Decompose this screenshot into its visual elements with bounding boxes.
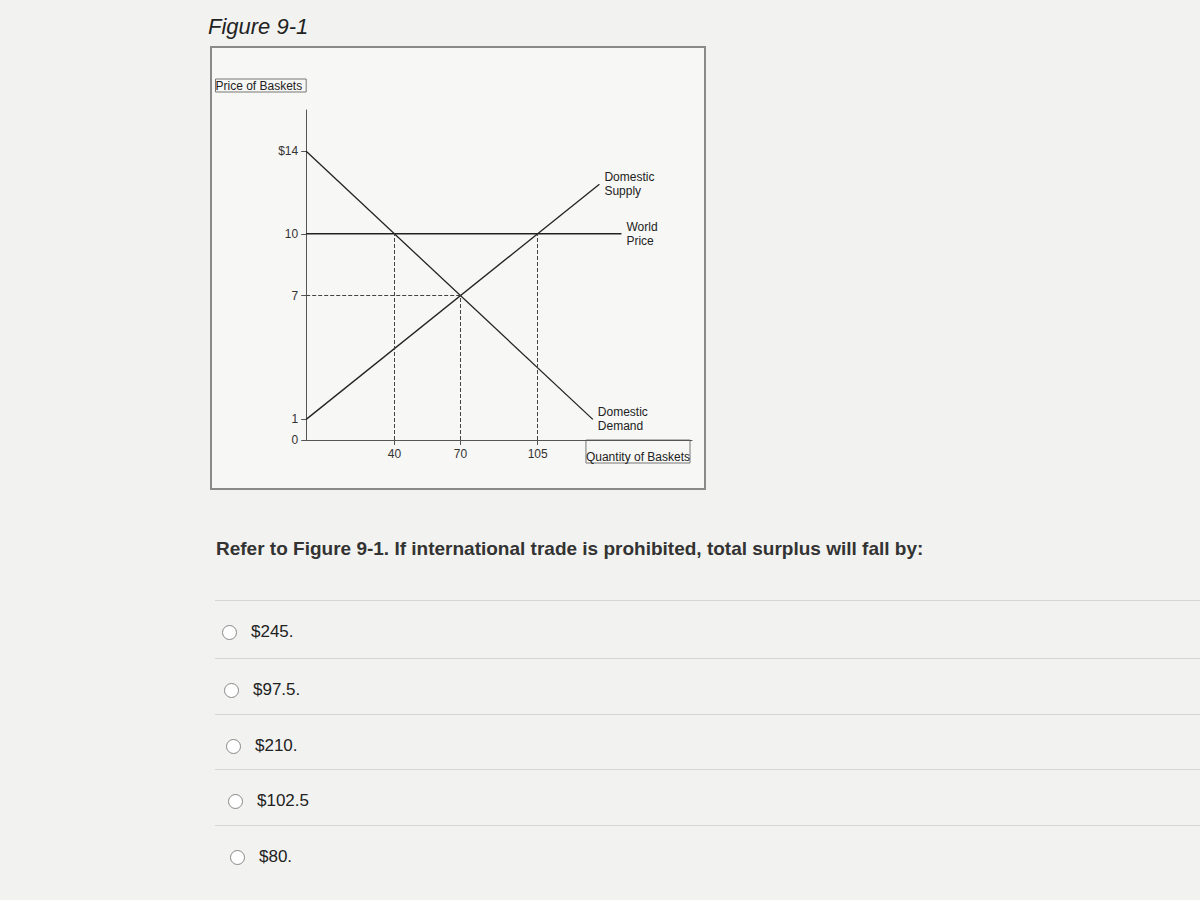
svg-text:World: World: [626, 220, 660, 234]
svg-text:70: 70: [454, 447, 468, 461]
svg-text:0: 0: [292, 433, 299, 447]
html-text:Figure 9-1: Figure 9-1: [208, 14, 309, 39]
svg-text:Price of Baskets: Price of Baskets: [215, 79, 302, 93]
html-text:$102.5: $102.5: [257, 791, 309, 810]
svg-text:$14: $14: [278, 144, 298, 158]
svg-text:40: 40: [388, 447, 402, 461]
svg-text:7: 7: [292, 289, 299, 303]
svg-text:Demand: Demand: [598, 419, 643, 433]
svg-text:105: 105: [528, 447, 548, 461]
svg-text:Supply: Supply: [604, 184, 641, 198]
html-text:$97.5.: $97.5.: [253, 680, 301, 699]
html-text:$210.: $210.: [255, 736, 298, 755]
svg-text:Domestic: Domestic: [604, 170, 657, 184]
svg-text:1: 1: [292, 412, 299, 426]
svg-text:Domestic: Domestic: [598, 405, 651, 419]
html-text:$80.: $80.: [259, 847, 293, 866]
svg-text:Price: Price: [626, 234, 654, 248]
html-text:Refer to Figure 9-1. If intern: Refer to Figure 9-1. If international tr…: [216, 538, 924, 559]
html-text:$245.: $245.: [251, 622, 294, 641]
svg-text:10: 10: [285, 227, 299, 241]
svg-text:Quantity of Baskets: Quantity of Baskets: [586, 450, 690, 464]
